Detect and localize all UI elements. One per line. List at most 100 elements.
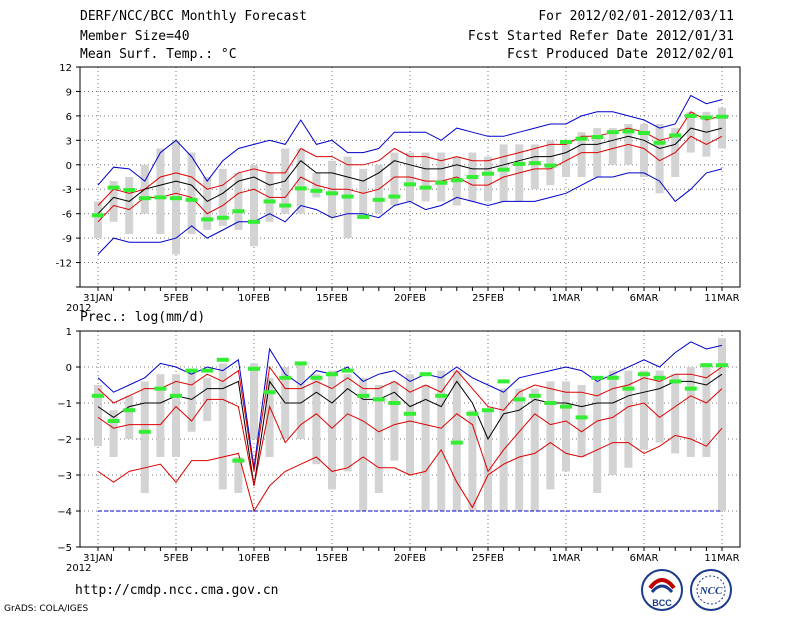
ensemble-range-bar [640,124,648,177]
observed-marker [669,133,682,138]
observed-marker [684,386,697,391]
ensemble-range-bar [484,156,492,202]
ensemble-range-bar [608,128,617,165]
observed-marker [107,419,120,423]
observed-marker [700,363,713,368]
observed-marker [544,163,557,168]
observed-marker [263,199,276,204]
observed-marker [185,197,198,202]
observed-marker [419,185,432,190]
observed-marker [435,180,448,185]
ensemble-range-bar [296,363,305,439]
ensemble-range-bar [234,172,243,230]
ensemble-range-bar [125,177,134,235]
observed-marker [216,357,229,362]
observed-marker [357,393,370,398]
ensemble-range-bar [218,168,227,226]
observed-marker [185,368,198,373]
series-line-lower [97,135,723,223]
observed-marker [716,114,728,119]
ensemble-range-bar [421,385,430,511]
ensemble-range-bar [172,374,180,457]
observed-marker [482,171,494,176]
observed-marker [232,458,245,463]
observed-marker [638,372,650,377]
source-url[interactable]: http://cmdp.ncc.cma.gov.cn [75,583,279,598]
ensemble-range-bar [577,132,586,177]
observed-marker [248,366,260,371]
series-line-upper [97,365,723,472]
observed-marker [497,167,510,172]
x-tick-label: 15FEB [316,553,348,564]
observed-marker [388,401,401,405]
observed-marker [560,139,572,144]
observed-marker [154,195,167,200]
observed-marker [684,113,697,118]
series-line-lower [97,388,723,486]
observed-marker [248,219,260,224]
x-tick-label: 25FEB [472,553,504,564]
ensemble-range-bar [655,370,664,443]
observed-marker [326,372,338,377]
ensemble-range-bar [187,152,196,235]
observed-marker [279,203,292,208]
ensemble-range-bar [562,140,570,177]
ensemble-range-bar [546,381,555,490]
ensemble-range-bar [203,177,212,230]
observed-marker [450,178,463,183]
ensemble-range-bar [125,395,134,439]
ncc-logo: NCC [690,569,732,611]
ensemble-range-bar [109,181,118,222]
forecast-started-date: Fcst Started Refer Date 2012/01/31 [467,29,734,44]
y-tick-label: -12 [56,259,72,270]
y-tick-label: −5 [57,543,72,554]
ensemble-range-bar [250,164,258,247]
observed-marker [700,115,713,120]
y-tick-label: -3 [62,185,72,196]
ensemble-range-bar [328,370,336,490]
series-line-max [97,94,723,186]
ensemble-range-bar [94,201,102,239]
observed-marker [201,217,214,222]
observed-marker [310,375,323,380]
observed-marker [575,136,588,141]
ensemble-range-bar [546,140,555,186]
observed-marker [513,161,526,166]
ensemble-range-bar [437,370,446,511]
observed-marker [123,408,136,413]
ensemble-range-bar [530,388,539,511]
y-tick-label: -6 [62,210,72,221]
observed-marker [638,131,650,135]
ensemble-range-bar [437,152,446,202]
ensemble-range-bar [296,148,305,214]
observed-marker [279,375,292,380]
ensemble-range-bar [359,377,368,511]
ensemble-range-bar [343,374,352,472]
observed-marker [622,386,635,391]
forecast-period: For 2012/02/01-2012/03/11 [538,9,734,24]
observed-marker [560,404,572,409]
bcc-logo: BCC [641,569,683,611]
observed-marker [294,186,307,191]
observed-marker [513,397,526,402]
observed-marker [419,372,432,377]
ensemble-range-bar [686,367,695,457]
observed-marker [123,188,136,193]
observed-marker [591,375,604,380]
ensemble-range-bar [94,385,102,447]
observed-marker [575,415,588,420]
ensemble-range-bar [250,363,258,439]
observed-marker [466,175,479,179]
y-tick-label: 6 [66,112,72,123]
ensemble-range-bar [515,388,524,511]
x-tick-label: 2012 [66,563,91,574]
observed-marker [326,191,338,196]
observed-marker [450,440,463,445]
x-tick-label: 1MAR [552,293,581,304]
ensemble-range-bar [530,144,539,190]
observed-marker [201,368,214,373]
observed-marker [653,140,666,145]
member-size: Member Size=40 [80,29,190,44]
